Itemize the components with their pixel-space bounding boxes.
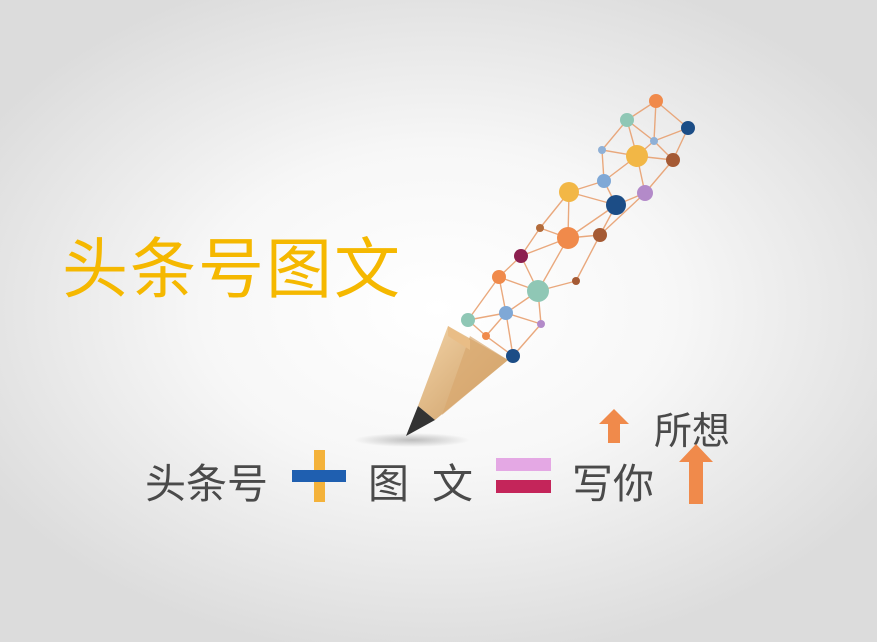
word-suoxiang: 所想 [654, 409, 731, 453]
network-node [626, 145, 648, 167]
network-node [597, 174, 611, 188]
arrow-up-large-icon [679, 444, 713, 504]
network-node [649, 94, 663, 108]
word-tu: 图 [368, 460, 409, 508]
network-node [572, 277, 580, 285]
network-node [514, 249, 528, 263]
network-node [537, 320, 545, 328]
word-wen: 文 [432, 460, 473, 508]
network-node [506, 349, 520, 363]
network-node [557, 227, 579, 249]
network-node [461, 313, 475, 327]
page-title: 头条号图文 [62, 231, 402, 308]
network-node [637, 185, 653, 201]
network-node [598, 146, 606, 154]
word-xieni: 写你 [572, 460, 654, 508]
network-node [681, 121, 695, 135]
network-node [492, 270, 506, 284]
equals-icon [496, 458, 551, 493]
plus-icon [292, 450, 346, 502]
network-node [482, 332, 490, 340]
network-node [666, 153, 680, 167]
network-node [527, 280, 549, 302]
network-node [606, 195, 626, 215]
network-node [650, 137, 658, 145]
word-toutiaohao: 头条号 [145, 460, 268, 508]
network-node [593, 228, 607, 242]
network-node [620, 113, 634, 127]
network-node [559, 182, 579, 202]
network-node [536, 224, 544, 232]
arrow-up-icon [599, 409, 629, 443]
network-node [499, 306, 513, 320]
